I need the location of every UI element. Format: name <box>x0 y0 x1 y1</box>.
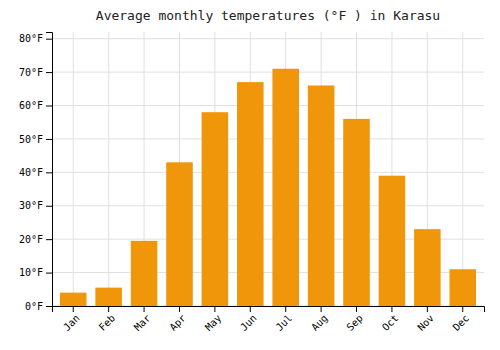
x-tick-mark <box>462 306 463 312</box>
x-tick-label: Feb <box>97 312 118 333</box>
y-tick-mark <box>46 306 52 307</box>
chart: Jan Feb Mar Apr May Jun Jul Aug Sep Oct Nov Dec 0°F 1… <box>0 0 500 350</box>
bar <box>343 119 370 306</box>
axis-line <box>53 307 485 313</box>
bar <box>414 229 441 306</box>
x-tick: Apr <box>167 306 188 333</box>
y-tick-mark <box>46 172 52 173</box>
y-tick-label: 80°F <box>19 33 43 44</box>
y-tick-label: 60°F <box>19 100 43 111</box>
x-tick-mark <box>179 306 180 312</box>
x-tick-mark <box>321 306 322 312</box>
y-tick-label: 70°F <box>19 67 43 78</box>
x-tick-mark <box>391 306 392 312</box>
x-tick: Aug <box>309 306 330 333</box>
x-tick-mark <box>108 306 109 312</box>
grid <box>52 32 484 306</box>
title: Average monthly temperatures (°F ) in Ka… <box>96 8 440 23</box>
grid-line-y <box>52 172 484 173</box>
x-tick-label: Aug <box>309 312 330 333</box>
y-tick-label: 0°F <box>25 301 43 312</box>
y-tick-label: 10°F <box>19 267 43 278</box>
y-tick: 30°F <box>19 200 52 211</box>
y-tick: 60°F <box>19 100 52 111</box>
x-tick-mark <box>285 306 286 312</box>
x-tick-label: Mar <box>132 312 153 333</box>
bars <box>60 69 476 306</box>
y-tick-mark <box>46 239 52 240</box>
y-tick-label: 30°F <box>19 200 43 211</box>
bar <box>237 82 264 306</box>
y-axis: 0°F 10°F 20°F 30°F 40°F 50°F 60°F 70°F 80°F <box>19 33 53 312</box>
grid-line-y <box>52 138 484 139</box>
x-tick-label: Dec <box>451 312 472 333</box>
y-tick-mark <box>46 39 52 40</box>
y-tick: 10°F <box>19 267 52 278</box>
grid-line-y <box>52 105 484 106</box>
bar <box>166 162 193 306</box>
x-tick-label: Jan <box>61 312 82 333</box>
grid-line-x <box>462 32 463 306</box>
x-tick: Mar <box>132 306 153 333</box>
grid-line-y <box>52 38 484 39</box>
x-tick-mark <box>250 306 251 312</box>
y-tick: 80°F <box>19 33 52 44</box>
y-tick: 70°F <box>19 67 52 78</box>
bar <box>95 288 122 306</box>
y-tick-mark <box>46 139 52 140</box>
y-tick-mark <box>46 72 52 73</box>
bar <box>379 176 406 306</box>
x-tick-label: Sep <box>344 312 365 333</box>
x-tick-label: Apr <box>167 312 188 333</box>
bar <box>131 241 158 306</box>
y-tick-label: 50°F <box>19 134 43 145</box>
y-tick-label: 20°F <box>19 234 43 245</box>
x-tick: Nov <box>415 306 436 333</box>
x-axis: Jan Feb Mar Apr May Jun Jul Aug Sep Oct Nov Dec <box>53 306 485 333</box>
x-tick-mark <box>73 306 74 312</box>
y-tick-label: 40°F <box>19 167 43 178</box>
plot: Jan Feb Mar Apr May Jun Jul Aug Sep Oct Nov Dec 0°F 1… <box>19 32 485 333</box>
x-tick-mark <box>214 306 215 312</box>
grid-line-y <box>52 72 484 73</box>
x-tick: Dec <box>451 306 472 333</box>
grid-line-x <box>108 32 109 306</box>
x-tick: Jan <box>61 306 82 333</box>
y-tick-mark <box>46 106 52 107</box>
bar <box>60 293 87 306</box>
x-tick: Oct <box>380 306 401 333</box>
grid-line-x <box>73 32 74 306</box>
x-tick-label: Jul <box>274 312 295 333</box>
bar <box>272 69 299 306</box>
axis-line <box>46 33 53 307</box>
x-tick: Feb <box>97 306 118 333</box>
x-tick-mark <box>356 306 357 312</box>
bar <box>449 269 476 306</box>
x-tick: Jul <box>274 306 295 333</box>
x-tick-mark <box>427 306 428 312</box>
x-tick-label: Oct <box>380 312 401 333</box>
y-tick: 50°F <box>19 134 52 145</box>
x-tick: Sep <box>344 306 365 333</box>
y-tick: 40°F <box>19 167 52 178</box>
y-tick-mark <box>46 273 52 274</box>
x-tick-label: Nov <box>415 312 436 333</box>
x-tick-mark <box>144 306 145 312</box>
x-tick-label: Jun <box>238 312 259 333</box>
x-tick: May <box>203 306 224 333</box>
y-tick-mark <box>46 206 52 207</box>
grid-line-y <box>52 205 484 206</box>
y-tick: 0°F <box>25 301 52 312</box>
x-tick: Jun <box>238 306 259 333</box>
y-tick: 20°F <box>19 234 52 245</box>
x-tick-label: May <box>203 312 224 333</box>
bar <box>308 85 335 306</box>
bar <box>202 112 229 306</box>
